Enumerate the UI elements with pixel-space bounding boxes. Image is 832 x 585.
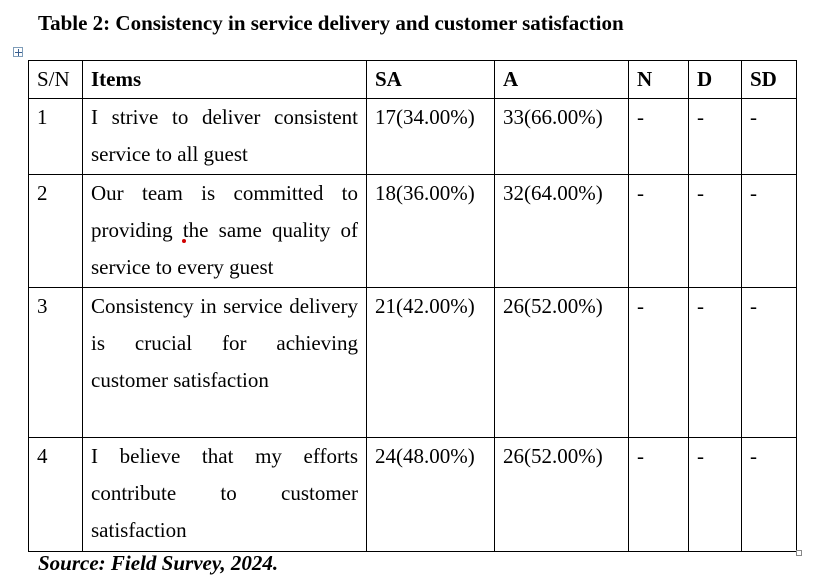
- cell-sa: 24(48.00%): [366, 437, 495, 552]
- cell-sn: 3: [28, 287, 83, 438]
- cell-item: I believe that my efforts contribute to …: [82, 437, 367, 552]
- header-a: A: [494, 60, 629, 99]
- cell-d: -: [688, 437, 742, 552]
- header-n: N: [628, 60, 689, 99]
- cell-sd: -: [741, 287, 797, 438]
- spellcheck-marker: [182, 239, 186, 243]
- header-items: Items: [82, 60, 367, 99]
- table-header-row: S/N Items SA A N D SD: [28, 60, 797, 99]
- cell-n: -: [628, 98, 689, 175]
- cell-a: 26(52.00%): [494, 437, 629, 552]
- header-sa: SA: [366, 60, 495, 99]
- header-sd: SD: [741, 60, 797, 99]
- table-row: 3 Consistency in service delivery is cru…: [28, 287, 797, 438]
- cell-sa: 18(36.00%): [366, 174, 495, 288]
- cell-item: Consistency in service delivery is cruci…: [82, 287, 367, 438]
- cell-n: -: [628, 437, 689, 552]
- table-row: 1 I strive to deliver consistent service…: [28, 98, 797, 175]
- header-d: D: [688, 60, 742, 99]
- table-title: Table 2: Consistency in service delivery…: [38, 11, 624, 35]
- cell-sd: -: [741, 174, 797, 288]
- cell-n: -: [628, 174, 689, 288]
- cell-n: -: [628, 287, 689, 438]
- cell-item: Our team is committed to providing the s…: [82, 174, 367, 288]
- cell-item: I strive to deliver consistent service t…: [82, 98, 367, 175]
- cell-sa: 21(42.00%): [366, 287, 495, 438]
- survey-table: S/N Items SA A N D SD 1 I strive to deli…: [28, 60, 797, 552]
- cell-a: 33(66.00%): [494, 98, 629, 175]
- cell-sn: 1: [28, 98, 83, 175]
- table-resize-handle-icon[interactable]: [796, 550, 802, 556]
- table-row: 2 Our team is committed to providing the…: [28, 174, 797, 288]
- cell-a: 26(52.00%): [494, 287, 629, 438]
- cell-a: 32(64.00%): [494, 174, 629, 288]
- cell-d: -: [688, 287, 742, 438]
- table-source-note: Source: Field Survey, 2024.: [38, 551, 279, 575]
- table-move-handle-icon[interactable]: [13, 47, 23, 57]
- header-sn: S/N: [28, 60, 83, 99]
- cell-sn: 2: [28, 174, 83, 288]
- table-row: 4 I believe that my efforts contribute t…: [28, 437, 797, 552]
- cell-sd: -: [741, 98, 797, 175]
- cell-sa: 17(34.00%): [366, 98, 495, 175]
- cell-d: -: [688, 174, 742, 288]
- cell-d: -: [688, 98, 742, 175]
- cell-sd: -: [741, 437, 797, 552]
- cell-sn: 4: [28, 437, 83, 552]
